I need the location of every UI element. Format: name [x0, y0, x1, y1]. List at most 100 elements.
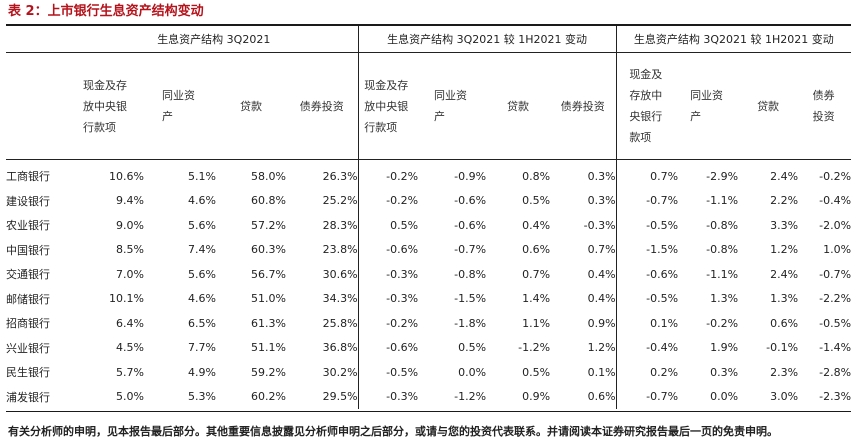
value-cell: 2.4% [770, 267, 799, 281]
value-cell: 7.7% [188, 341, 216, 355]
col-header-loans-chg2-text: 贷款 [757, 99, 780, 113]
value-cell: -0.3% [386, 390, 419, 404]
value-cell: 3.3% [770, 218, 799, 232]
col-header-loans-chg: 贷款 [486, 52, 551, 160]
value-cell: 56.7% [251, 267, 286, 281]
value-cell: 5.3% [188, 390, 216, 404]
col-header-bonds-text: 债券投资 [299, 99, 344, 113]
value-cell: -0.7% [646, 390, 679, 404]
value-cell: -0.6% [454, 218, 487, 232]
value-cell: -1.5% [454, 292, 487, 306]
value-cell: 0.9% [522, 390, 551, 404]
value-cell: 51.1% [251, 341, 286, 355]
value-cell: -0.6% [386, 341, 419, 355]
value-cell: -2.8% [819, 365, 852, 379]
bank-name-cell: 民生银行 [6, 366, 50, 380]
value-cell: 2.3% [770, 365, 799, 379]
group-header-row: 生息资产结构 3Q2021 生息资产结构 3Q2021 较 1H2021 变动 … [6, 26, 852, 53]
table-row: 建设银行 9.4% 4.6% 60.8% 25.2% -0.2% -0.6% 0.5% 0.3%… [6, 188, 852, 213]
value-cell: -1.4% [819, 341, 852, 355]
value-cell: 0.4% [550, 262, 617, 287]
col-header-interbank-chg2-text: 同业资产 [690, 89, 724, 123]
col-header-loans-text: 贷款 [240, 99, 262, 113]
value-cell: 6.4% [116, 316, 144, 330]
table-row: 浦发银行 5.0% 5.3% 60.2% 29.5% -0.3% -1.2% 0.9% 0.6%… [6, 384, 852, 409]
col-header-interbank-text: 同业资产 [162, 89, 195, 123]
corner-cell-sub [6, 52, 70, 160]
value-cell: 4.6% [188, 194, 216, 208]
value-cell: 0.6% [550, 384, 617, 409]
value-cell: 0.9% [550, 311, 617, 336]
value-cell: 0.3% [710, 365, 739, 379]
top-rule [6, 24, 851, 26]
value-cell: 30.2% [286, 360, 359, 385]
col-header-cash: 现金及存放中央银行款项 [70, 52, 144, 160]
value-cell: 7.4% [188, 243, 216, 257]
col-header-bonds-chg2: 债券投资 [798, 52, 852, 160]
col-header-cash-text: 现金及存放中央银行款项 [83, 78, 127, 134]
value-cell: -2.3% [819, 390, 852, 404]
table-row: 中国银行 8.5% 7.4% 60.3% 23.8% -0.6% -0.7% 0.6% 0.7%… [6, 237, 851, 262]
value-cell: 5.6% [188, 218, 216, 232]
value-cell: -0.9% [454, 169, 487, 183]
table-row: 民生银行 5.7% 4.9% 59.2% 30.2% -0.5% 0.0% 0.5% 0.1% 0… [6, 360, 851, 385]
group-header-3q2021: 生息资产结构 3Q2021 [70, 26, 359, 53]
value-cell: 0.2% [650, 365, 679, 379]
col-header-cash-chg: 现金及存放中央银行款项 [358, 52, 419, 160]
bank-name-cell: 浦发银行 [6, 390, 50, 404]
value-cell: -0.1% [766, 341, 799, 355]
value-cell: 10.6% [109, 169, 144, 183]
value-cell: 0.3% [550, 159, 617, 189]
value-cell: 1.2% [550, 335, 617, 360]
value-cell: -0.7% [454, 243, 487, 257]
value-cell: -0.8% [706, 218, 739, 232]
col-header-cash-chg-text: 现金及存放中央银行款项 [364, 78, 409, 134]
value-cell: 4.9% [188, 365, 216, 379]
value-cell: -0.6% [386, 243, 419, 257]
bank-name-cell: 兴业银行 [6, 341, 50, 355]
bank-name-cell: 建设银行 [6, 194, 50, 208]
value-cell: -0.2% [706, 316, 739, 330]
value-cell: 9.4% [116, 194, 144, 208]
col-header-interbank: 同业资产 [144, 52, 216, 160]
value-cell: 30.6% [286, 262, 359, 287]
value-cell: -0.5% [819, 316, 852, 330]
bank-name-cell: 招商银行 [6, 317, 50, 331]
value-cell: 51.0% [251, 292, 286, 306]
value-cell: -0.8% [706, 243, 739, 257]
value-cell: 0.1% [550, 360, 617, 385]
value-cell: 23.8% [286, 237, 359, 262]
value-cell: 6.5% [188, 316, 216, 330]
value-cell: -0.8% [454, 267, 487, 281]
value-cell: 0.0% [710, 390, 739, 404]
value-cell: -0.5% [646, 292, 679, 306]
value-cell: -2.2% [819, 292, 852, 306]
value-cell: 25.2% [286, 188, 359, 213]
value-cell: 0.7% [522, 267, 551, 281]
value-cell: -0.2% [386, 169, 419, 183]
value-cell: 0.3% [550, 188, 617, 213]
value-cell: 60.2% [251, 390, 286, 404]
group-header-vs-1h2021: 生息资产结构 3Q2021 较 1H2021 变动 [358, 26, 617, 53]
value-cell: -0.6% [454, 194, 487, 208]
value-cell: -1.8% [454, 316, 487, 330]
table-body: 工商银行 10.6% 5.1% 58.0% 26.3% -0.2% -0.9% 0.8% 0.3… [6, 159, 852, 409]
group-header-vs-1h2021-2: 生息资产结构 3Q2021 较 1H2021 变动 [616, 26, 852, 53]
value-cell: 0.5% [522, 365, 551, 379]
value-cell: -0.6% [646, 267, 679, 281]
table-row: 邮储银行 10.1% 4.6% 51.0% 34.3% -0.3% -1.5% 1.4% 0.4… [6, 286, 852, 311]
value-cell: -0.2% [386, 316, 419, 330]
table-row: 交通银行 7.0% 5.6% 56.7% 30.6% -0.3% -0.8% 0.7% 0.4%… [6, 262, 851, 287]
value-cell: 26.3% [286, 159, 359, 189]
value-cell: 60.8% [251, 194, 286, 208]
value-cell: 34.3% [286, 286, 359, 311]
value-cell: -0.4% [819, 194, 852, 208]
value-cell: 0.6% [770, 316, 799, 330]
bank-name-cell: 农业银行 [6, 219, 50, 233]
col-header-interbank-chg-text: 同业资产 [434, 89, 468, 123]
value-cell: -1.2% [518, 341, 551, 355]
col-header-bonds-chg2-text: 债券投资 [812, 89, 835, 123]
value-cell: 0.6% [522, 243, 551, 257]
col-header-interbank-chg: 同业资产 [418, 52, 487, 160]
value-cell: 59.2% [251, 365, 286, 379]
